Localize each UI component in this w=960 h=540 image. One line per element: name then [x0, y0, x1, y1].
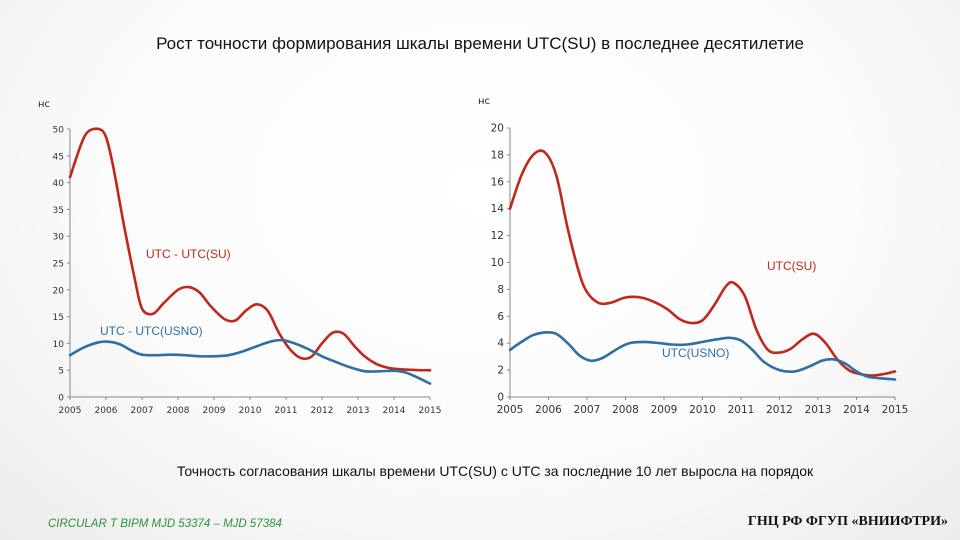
- right-x-tick-label: 2006: [535, 404, 562, 416]
- right-x-tick-label: 2010: [689, 404, 716, 416]
- right-x-tick-label: 2012: [766, 404, 793, 416]
- left-y-tick-label: 20: [53, 286, 65, 296]
- page-title: Рост точности формирования шкалы времени…: [156, 34, 804, 53]
- right-series-label-usno: UTC(USNO): [662, 346, 729, 360]
- right-y-tick-label: 20: [491, 123, 504, 135]
- left-y-tick-label: 25: [53, 260, 64, 270]
- footer-source: CIRCULAR T BIPM MJD 53374 – MJD 57384: [48, 518, 282, 530]
- right-x-tick-label: 2011: [728, 404, 755, 416]
- left-y-tick-label: 15: [53, 313, 64, 323]
- left-x-tick-label: 2015: [419, 406, 442, 416]
- left-x-tick-label: 2014: [383, 406, 406, 416]
- left-x-tick-label: 2013: [347, 406, 370, 416]
- left-series-label-su: UTC - UTC(SU): [146, 247, 231, 261]
- left-y-tick-label: 45: [53, 152, 64, 162]
- left-y-unit-label: нс: [38, 99, 50, 110]
- right-series-line-su: [508, 149, 897, 377]
- right-y-tick-label: 16: [491, 176, 505, 188]
- right-series-label-su: UTC(SU): [767, 259, 816, 273]
- footer-organization: ГНЦ РФ ФГУП «ВНИИФТРИ»: [747, 514, 948, 529]
- left-x-tick-label: 2009: [203, 406, 226, 416]
- chart-caption: Точность согласования шкалы времени UTC(…: [176, 463, 814, 479]
- right-x-tick-label: 2013: [805, 404, 832, 416]
- left-x-tick-label: 2005: [59, 406, 82, 416]
- right-y-tick-label: 0: [497, 392, 504, 404]
- left-x-tick-label: 2010: [239, 406, 262, 416]
- left-series-label-usno: UTC - UTC(USNO): [100, 324, 203, 338]
- right-y-tick-label: 18: [491, 149, 504, 161]
- right-y-tick-label: 2: [497, 365, 504, 377]
- left-y-tick-label: 0: [58, 394, 64, 404]
- left-series-line-su: [68, 127, 432, 372]
- right-y-tick-label: 12: [491, 230, 504, 242]
- left-x-tick-label: 2006: [95, 406, 118, 416]
- right-x-tick-label: 2005: [497, 404, 524, 416]
- right-y-tick-label: 10: [491, 257, 504, 269]
- left-x-tick-label: 2008: [167, 406, 190, 416]
- right-x-tick-label: 2009: [651, 404, 678, 416]
- right-x-tick-label: 2015: [882, 404, 909, 416]
- left-y-tick-label: 40: [53, 179, 65, 189]
- right-x-tick-label: 2008: [612, 404, 639, 416]
- left-series-line-usno: [68, 338, 432, 385]
- left-y-tick-label: 35: [53, 206, 64, 216]
- right-x-tick-label: 2014: [843, 404, 870, 416]
- right-y-unit-label: нс: [478, 96, 490, 107]
- left-x-tick-label: 2012: [311, 406, 334, 416]
- right-y-tick-label: 14: [491, 203, 505, 215]
- left-x-tick-label: 2011: [275, 406, 298, 416]
- left-x-tick-label: 2007: [131, 406, 154, 416]
- right-y-tick-label: 6: [497, 311, 504, 323]
- left-y-tick-label: 5: [58, 367, 64, 377]
- left-y-tick-label: 50: [53, 126, 65, 136]
- right-y-tick-label: 4: [497, 338, 504, 350]
- left-y-tick-label: 30: [53, 233, 65, 243]
- right-y-tick-label: 8: [497, 284, 504, 296]
- right-series-line-usno: [508, 330, 897, 381]
- right-x-tick-label: 2007: [574, 404, 601, 416]
- left-y-tick-label: 10: [53, 340, 65, 350]
